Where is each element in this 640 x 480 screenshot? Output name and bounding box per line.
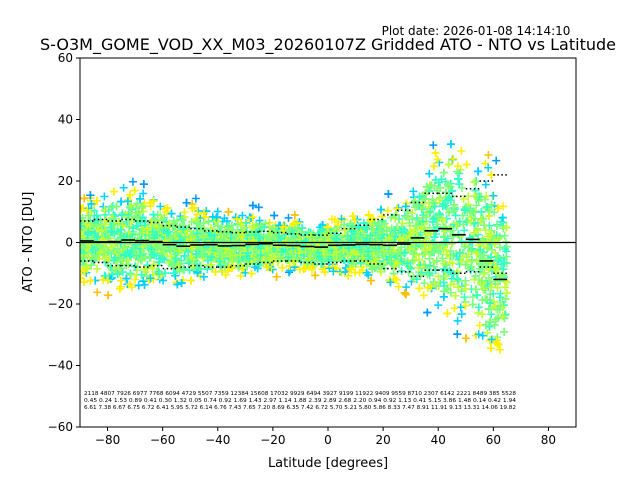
scatter-point [456,303,465,312]
scatter-point [422,182,431,191]
scatter-point [460,226,469,235]
scatter-point [484,163,493,172]
scatter-point [487,310,496,319]
scatter-point [159,276,168,285]
scatter-point [481,159,490,168]
scatter-point [492,222,501,231]
scatter-point [238,211,247,220]
scatter-point [161,269,170,278]
scatter-point [481,226,490,235]
scatter-point [457,147,466,156]
scatter-point [362,268,371,277]
scatter-point [101,206,110,215]
scatter-point [429,141,438,150]
scatter-point [270,211,279,220]
scatter-point [99,202,108,211]
scatter-point [425,169,434,178]
scatter-point [478,310,487,319]
scatter-point [318,221,327,230]
scatter-point [419,291,428,300]
scatter-point [468,292,477,301]
scatter-point [80,204,86,213]
scatter-point [500,231,509,240]
scatter-point [495,345,504,354]
scatter-point [100,192,109,201]
scatter-point [100,220,109,229]
scatter-point [483,328,492,337]
scatter-point [470,275,479,284]
scatter-point [128,177,137,186]
scatter-point [481,180,490,189]
scatter-point [458,211,467,220]
scatter-point [80,274,85,283]
scatter-point [453,316,462,325]
scatter-point [139,201,148,210]
scatter-point [255,216,264,225]
scatter-point [236,271,245,280]
scatter-point [397,266,406,275]
scatter-point [223,216,232,225]
scatter-point [489,289,498,298]
scatter-point [436,193,445,202]
scatter-point [191,194,200,203]
scatter-points [80,140,511,354]
scatter-point [459,194,468,203]
scatter-point [118,268,127,277]
scatter-point [265,218,274,227]
scatter-point [434,301,443,310]
scatter-point [501,237,510,246]
scatter-point [175,267,184,276]
scatter-point [495,243,504,252]
scatter-point [472,201,481,210]
scatter-point [497,217,506,226]
scatter-point [446,280,455,289]
scatter-point [460,293,469,302]
scatter-point [492,156,501,165]
scatter-point [402,213,411,222]
scatter-point [402,283,411,292]
scatter-point [394,282,403,291]
scatter-point [489,191,498,200]
scatter-point [284,213,293,222]
scatter-point [301,264,310,273]
scatter-point [446,288,455,297]
scatter-point [499,202,508,211]
scatter-point [417,205,426,214]
scatter-point [119,183,128,192]
scatter-point [156,202,165,211]
scatter-point [453,162,462,171]
scatter-point [130,275,139,284]
scatter-point [93,288,102,297]
scatter-point [93,264,102,273]
scatter-point [139,189,148,198]
scatter-point [457,237,466,246]
scatter-point [501,283,510,292]
scatter-point [484,150,493,159]
scatter-point [383,206,392,215]
